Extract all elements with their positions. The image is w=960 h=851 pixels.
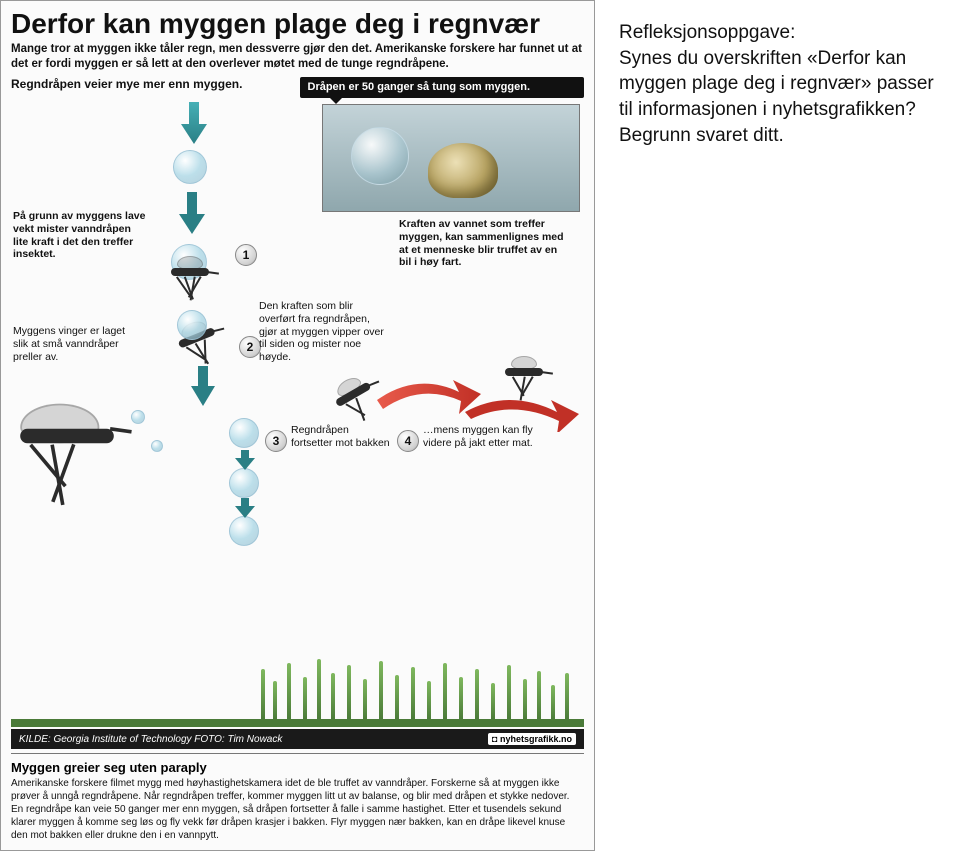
drop-1 bbox=[173, 150, 207, 184]
text-kraft-lett: På grunn av myggens lave vekt mister van… bbox=[13, 210, 148, 260]
right-callout: Dråpen er 50 ganger så tung som myggen. bbox=[300, 77, 585, 98]
step-1-number: 1 bbox=[235, 244, 257, 266]
logo-text: nyhetsgrafikk.no bbox=[500, 734, 572, 744]
left-callout: Regndråpen veier mye mer enn myggen. bbox=[11, 77, 280, 98]
source-bar: KILDE: Georgia Institute of Technology F… bbox=[11, 729, 584, 749]
mosquito-1 bbox=[167, 256, 223, 286]
diagram-area: 1 2 På grunn av myggens lave vekt mister… bbox=[11, 100, 584, 727]
intro-bold: Mange tror at myggen ikke tåler regn, me… bbox=[11, 43, 582, 69]
step-2-number: 2 bbox=[239, 336, 261, 358]
arrow-down-5 bbox=[233, 498, 257, 518]
arrow-down-4 bbox=[233, 450, 257, 470]
infographic-panel: Derfor kan myggen plage deg i regnvær Ma… bbox=[0, 0, 595, 851]
step-4-number: 4 bbox=[397, 430, 419, 452]
sub-article: Myggen greier seg uten paraply Amerikans… bbox=[11, 753, 584, 842]
text-overfort: Den kraften som blir overført fra regndr… bbox=[259, 300, 384, 363]
text-step3: Regndråpen fortsetter mot bakken bbox=[291, 424, 391, 449]
question-line1: Refleksjonsoppgave: bbox=[619, 20, 936, 46]
sub-article-body: Amerikanske forskere filmet mygg med høy… bbox=[11, 777, 584, 842]
text-vinger: Myggens vinger er laget slik at små vann… bbox=[13, 325, 133, 363]
sub-article-title: Myggen greier seg uten paraply bbox=[11, 760, 584, 775]
source-text: KILDE: Georgia Institute of Technology F… bbox=[19, 734, 282, 745]
headline: Derfor kan myggen plage deg i regnvær bbox=[11, 9, 584, 38]
logo-badge: ◘ nyhetsgrafikk.no bbox=[488, 733, 576, 745]
arrow-down-2 bbox=[175, 192, 209, 236]
photo-panel bbox=[322, 104, 580, 212]
grass bbox=[11, 657, 584, 727]
question-panel: Refleksjonsoppgave: Synes du overskrifte… bbox=[595, 0, 960, 851]
step-3-number: 3 bbox=[265, 430, 287, 452]
mosquito-flying-away bbox=[501, 356, 557, 386]
text-sammenlign: Kraften av vannet som treffer myggen, ka… bbox=[399, 218, 569, 268]
top-callouts: Regndråpen veier mye mer enn myggen. Drå… bbox=[11, 77, 584, 98]
arrow-down-1 bbox=[177, 102, 211, 146]
intro-paragraph: Mange tror at myggen ikke tåler regn, me… bbox=[11, 42, 584, 71]
question-line2: Synes du overskriften «Derfor kan myggen… bbox=[619, 46, 936, 149]
arrow-down-3 bbox=[187, 366, 219, 408]
